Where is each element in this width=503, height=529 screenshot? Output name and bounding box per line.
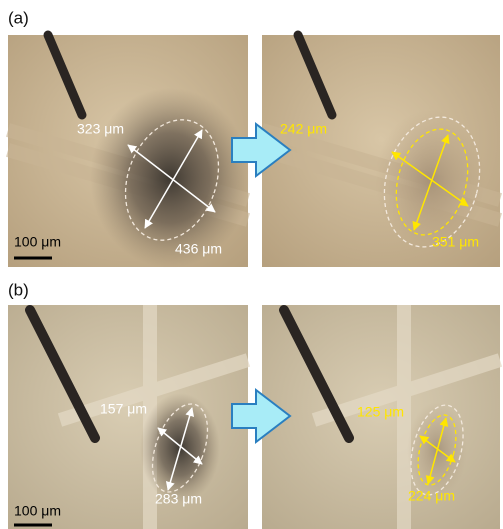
- scale-bar-label: 100 μm: [14, 503, 61, 519]
- major-axis-label: 436 μm: [175, 241, 222, 257]
- major-axis-label: 283 μm: [155, 491, 202, 507]
- page: {"panels": [ {"label": "(a)", "before": …: [0, 0, 503, 529]
- minor-axis-label: 125 μm: [357, 404, 404, 420]
- minor-axis-label: 157 μm: [100, 401, 147, 417]
- image-before: 323 μm 436 μm 100 μm: [8, 35, 250, 268]
- image-after: 125 μm 224 μm: [262, 305, 500, 529]
- image-after: 242 μm 351 μm: [262, 35, 500, 267]
- minor-axis-label: 323 μm: [77, 121, 124, 137]
- scale-bar-label: 100 μm: [14, 234, 61, 250]
- major-axis-label: 351 μm: [432, 234, 479, 250]
- image-before: 157 μm 283 μm 100 μm: [8, 305, 248, 529]
- panel-label: (b): [8, 280, 29, 299]
- panel-label: (a): [8, 8, 29, 27]
- minor-axis-label: 242 μm: [280, 121, 327, 137]
- figure: (a) 323 μm 436 μm 100 μm 242 μm 351 μm (…: [0, 0, 503, 529]
- major-axis-label: 224 μm: [408, 488, 455, 504]
